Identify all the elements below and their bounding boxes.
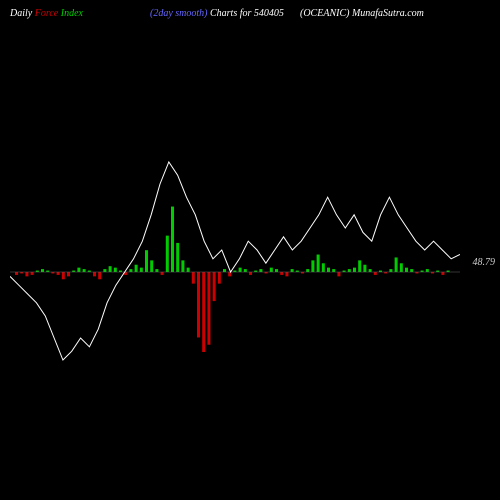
- chart-header: Daily Force Index (2day smooth) Charts f…: [0, 8, 500, 28]
- force-bar: [67, 272, 70, 276]
- force-bar: [213, 272, 216, 301]
- force-bar: [218, 272, 221, 284]
- header-smooth: (2day smooth): [150, 8, 208, 19]
- force-bar: [77, 268, 80, 272]
- force-bar: [332, 269, 335, 272]
- force-bar: [155, 269, 158, 272]
- header-force: Force: [35, 8, 59, 19]
- force-bar: [317, 255, 320, 272]
- force-bar: [114, 268, 117, 272]
- force-bar: [249, 272, 252, 275]
- force-bar: [285, 272, 288, 276]
- force-bar: [62, 272, 65, 279]
- force-bar: [322, 263, 325, 272]
- force-bar: [374, 272, 377, 275]
- force-bar: [239, 268, 242, 272]
- force-bar: [410, 269, 413, 272]
- force-bar: [25, 272, 28, 276]
- force-bar: [259, 269, 262, 272]
- force-bar: [150, 260, 153, 272]
- force-bar: [337, 272, 340, 276]
- force-bar: [161, 272, 164, 275]
- force-bar: [348, 269, 351, 272]
- force-bar: [140, 268, 143, 272]
- force-bar: [270, 268, 273, 272]
- force-bar: [166, 236, 169, 272]
- force-bar: [202, 272, 205, 352]
- force-bar: [207, 272, 210, 345]
- force-bar: [291, 269, 294, 272]
- header-charts-for: Charts for 540405: [210, 8, 284, 19]
- chart-svg: [10, 30, 460, 470]
- force-bar: [327, 268, 330, 272]
- price-label: 48.79: [473, 257, 496, 268]
- force-bar: [389, 269, 392, 272]
- force-bar: [93, 272, 96, 276]
- force-bar: [311, 260, 314, 272]
- header-left: Daily Force Index: [10, 8, 83, 28]
- force-bar: [31, 272, 34, 275]
- force-bar: [405, 268, 408, 272]
- chart-area: [10, 30, 460, 470]
- force-bar: [103, 269, 106, 272]
- force-bar: [15, 272, 18, 275]
- force-bar: [363, 265, 366, 272]
- force-bar: [129, 269, 132, 272]
- force-bar: [57, 272, 60, 275]
- force-bar: [441, 272, 444, 275]
- header-symbol: (OCEANIC): [300, 8, 349, 19]
- force-bar: [187, 268, 190, 272]
- force-bar: [306, 269, 309, 272]
- bars-group: [15, 207, 450, 352]
- force-bar: [275, 269, 278, 272]
- force-bar: [353, 268, 356, 272]
- force-bar: [41, 269, 44, 272]
- force-bar: [197, 272, 200, 337]
- force-bar: [244, 269, 247, 272]
- force-bar: [369, 269, 372, 272]
- force-bar: [280, 272, 283, 275]
- force-bar: [176, 243, 179, 272]
- header-index: Index: [61, 8, 83, 19]
- force-bar: [395, 257, 398, 272]
- header-site: MunafaSutra.com: [352, 8, 424, 19]
- price-line: [10, 162, 460, 360]
- header-center: (2day smooth) Charts for 540405: [150, 8, 284, 19]
- force-bar: [181, 260, 184, 272]
- force-bar: [83, 269, 86, 272]
- force-bar: [192, 272, 195, 284]
- force-bar: [171, 207, 174, 272]
- force-bar: [426, 269, 429, 272]
- header-daily: Daily: [10, 8, 32, 19]
- header-right: (OCEANIC) MunafaSutra.com: [300, 8, 424, 19]
- force-bar: [145, 250, 148, 272]
- force-bar: [400, 263, 403, 272]
- force-bar: [223, 269, 226, 272]
- force-bar: [109, 266, 112, 272]
- force-bar: [135, 265, 138, 272]
- force-bar: [358, 260, 361, 272]
- force-bar: [98, 272, 101, 279]
